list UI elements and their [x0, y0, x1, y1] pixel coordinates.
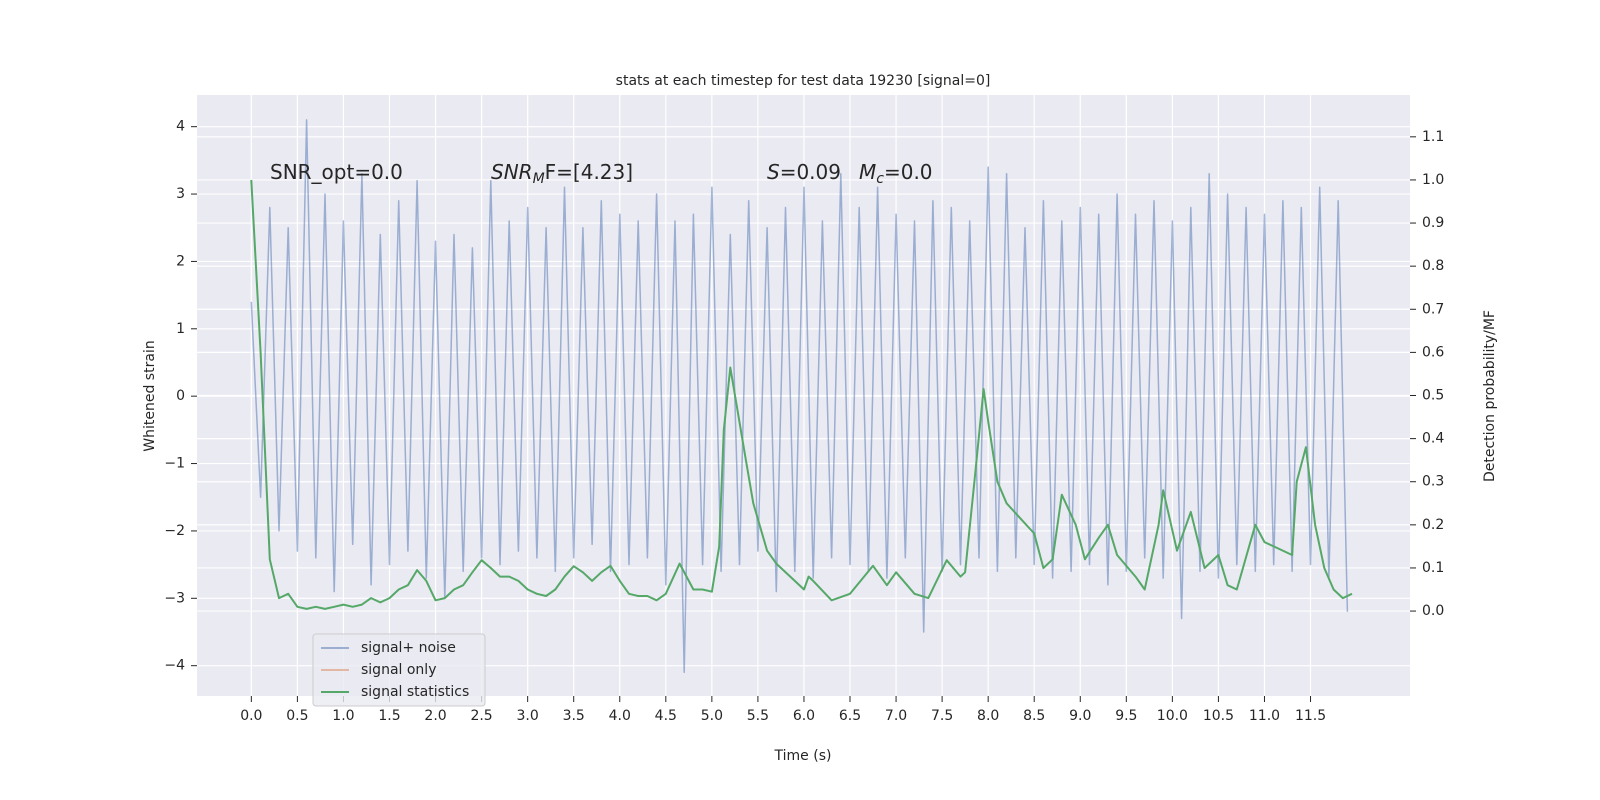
x-axis-label: Time (s) [774, 748, 832, 764]
x-tick-label: 8.0 [977, 708, 999, 724]
x-tick-label: 9.0 [1069, 708, 1091, 724]
x-tick-label: 4.5 [655, 708, 677, 724]
annotation: SNR_opt=0.0 [270, 160, 403, 184]
y2-tick-label: 0.0 [1422, 603, 1444, 619]
y2-tick-label: 0.1 [1422, 560, 1444, 576]
y-tick-label: 0 [176, 388, 185, 404]
y-tick-label: 4 [176, 119, 185, 135]
y2-tick-label: 0.6 [1422, 344, 1444, 360]
x-tick-label: 3.0 [517, 708, 539, 724]
y2-tick-label: 0.9 [1422, 215, 1444, 231]
y-tick-label: −2 [164, 523, 185, 539]
y-tick-label: −4 [164, 658, 185, 674]
annotation-main: M [859, 160, 876, 184]
y-axis-label: Whitened strain [142, 340, 158, 451]
x-tick-label: 5.5 [747, 708, 769, 724]
chart-title: stats at each timestep for test data 192… [616, 73, 991, 89]
x-tick-label: 8.5 [1023, 708, 1045, 724]
y2-tick-label: 1.1 [1422, 129, 1444, 145]
y-tick-label: 3 [176, 186, 185, 202]
annotation-sub: c [876, 171, 884, 187]
y2-tick-label: 0.2 [1422, 517, 1444, 533]
legend-label: signal+ noise [361, 640, 456, 656]
x-tick-label: 5.0 [701, 708, 723, 724]
annotation-rest: F=[4.23] [545, 160, 633, 184]
y2-axis-label: Detection probability/MF [1482, 310, 1498, 482]
series-line [250, 119, 1349, 674]
x-tick-label: 11.5 [1295, 708, 1326, 724]
x-tick-label: 0.5 [286, 708, 308, 724]
x-tick-label: 3.5 [563, 708, 585, 724]
annotation-main: S [767, 160, 780, 184]
x-tick-label: 2.0 [424, 708, 446, 724]
x-tick-label: 1.5 [378, 708, 400, 724]
y-tick-label: −3 [164, 590, 185, 606]
legend-box [312, 633, 486, 707]
annotation-sub: M [533, 171, 545, 187]
annotation: S=0.09 [767, 160, 841, 184]
annotation-main: SNR [491, 160, 533, 184]
annotation-rest: =0.09 [780, 160, 841, 184]
y2-tick-label: 0.3 [1422, 474, 1444, 490]
y-tick-label: −1 [164, 456, 185, 472]
x-tick-label: 6.5 [839, 708, 861, 724]
legend-label: signal statistics [361, 684, 469, 700]
y2-tick-label: 0.5 [1422, 388, 1444, 404]
annotation-main: SNR_opt=0.0 [270, 160, 403, 184]
x-tick-label: 0.0 [240, 708, 262, 724]
x-tick-label: 9.5 [1115, 708, 1137, 724]
x-tick-label: 6.0 [793, 708, 815, 724]
annotation-rest: =0.0 [884, 160, 933, 184]
y2-tick-label: 1.0 [1422, 172, 1444, 188]
y2-tick-label: 0.7 [1422, 301, 1444, 317]
x-tick-label: 10.5 [1203, 708, 1234, 724]
y-tick-label: 2 [176, 253, 185, 269]
x-tick-label: 11.0 [1249, 708, 1280, 724]
y2-tick-label: 0.8 [1422, 258, 1444, 274]
annotation: Mc=0.0 [859, 160, 933, 188]
x-tick-label: 1.0 [332, 708, 354, 724]
y2-tick-label: 0.4 [1422, 431, 1444, 447]
series-line [250, 179, 1353, 610]
x-tick-label: 7.0 [885, 708, 907, 724]
annotation: SNRMF=[4.23] [491, 160, 633, 188]
legend: signal+ noise signal only signal statistic… [312, 633, 486, 707]
x-tick-label: 7.5 [931, 708, 953, 724]
y-tick-label: 1 [176, 321, 185, 337]
legend-label: signal only [361, 662, 436, 678]
x-tick-label: 2.5 [470, 708, 492, 724]
x-tick-label: 4.0 [609, 708, 631, 724]
x-tick-label: 10.0 [1157, 708, 1188, 724]
